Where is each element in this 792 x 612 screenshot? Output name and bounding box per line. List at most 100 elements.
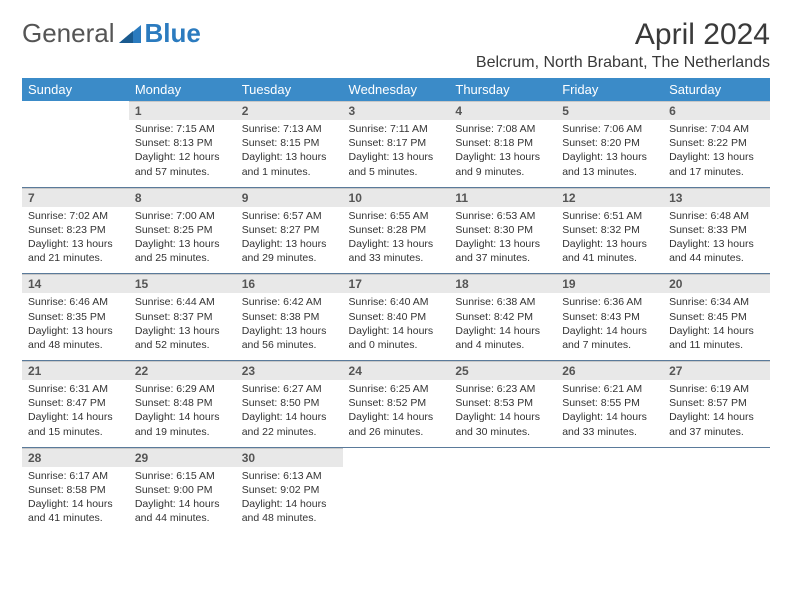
- weekday-header: Thursday: [449, 78, 556, 101]
- day-details: Sunrise: 6:53 AMSunset: 8:30 PMDaylight:…: [449, 207, 556, 274]
- day-number: 7: [22, 188, 129, 207]
- calendar-cell: ..: [556, 447, 663, 533]
- calendar-cell: 6Sunrise: 7:04 AMSunset: 8:22 PMDaylight…: [663, 101, 770, 187]
- day-number: 5: [556, 101, 663, 120]
- calendar-cell: ..: [343, 447, 450, 533]
- calendar-cell: 18Sunrise: 6:38 AMSunset: 8:42 PMDayligh…: [449, 274, 556, 361]
- brand-triangle-icon: [119, 25, 141, 43]
- calendar-cell: 9Sunrise: 6:57 AMSunset: 8:27 PMDaylight…: [236, 187, 343, 274]
- day-details: Sunrise: 6:44 AMSunset: 8:37 PMDaylight:…: [129, 293, 236, 360]
- calendar-row: 28Sunrise: 6:17 AMSunset: 8:58 PMDayligh…: [22, 447, 770, 533]
- calendar-row: 14Sunrise: 6:46 AMSunset: 8:35 PMDayligh…: [22, 274, 770, 361]
- calendar-cell: ..: [663, 447, 770, 533]
- calendar-cell: 16Sunrise: 6:42 AMSunset: 8:38 PMDayligh…: [236, 274, 343, 361]
- day-number: 21: [22, 361, 129, 380]
- calendar-cell: 8Sunrise: 7:00 AMSunset: 8:25 PMDaylight…: [129, 187, 236, 274]
- day-details: Sunrise: 6:36 AMSunset: 8:43 PMDaylight:…: [556, 293, 663, 360]
- weekday-header-row: Sunday Monday Tuesday Wednesday Thursday…: [22, 78, 770, 101]
- weekday-header: Tuesday: [236, 78, 343, 101]
- day-number: 19: [556, 274, 663, 293]
- calendar-cell: 12Sunrise: 6:51 AMSunset: 8:32 PMDayligh…: [556, 187, 663, 274]
- day-details: Sunrise: 7:13 AMSunset: 8:15 PMDaylight:…: [236, 120, 343, 187]
- calendar-cell: 1Sunrise: 7:15 AMSunset: 8:13 PMDaylight…: [129, 101, 236, 187]
- day-number: 11: [449, 188, 556, 207]
- day-number: 23: [236, 361, 343, 380]
- calendar-row: 7Sunrise: 7:02 AMSunset: 8:23 PMDaylight…: [22, 187, 770, 274]
- day-details: Sunrise: 6:34 AMSunset: 8:45 PMDaylight:…: [663, 293, 770, 360]
- day-details: Sunrise: 6:25 AMSunset: 8:52 PMDaylight:…: [343, 380, 450, 447]
- day-number: 16: [236, 274, 343, 293]
- weekday-header: Wednesday: [343, 78, 450, 101]
- calendar-cell: 3Sunrise: 7:11 AMSunset: 8:17 PMDaylight…: [343, 101, 450, 187]
- day-number: 28: [22, 448, 129, 467]
- day-details: Sunrise: 6:27 AMSunset: 8:50 PMDaylight:…: [236, 380, 343, 447]
- calendar-cell: 21Sunrise: 6:31 AMSunset: 8:47 PMDayligh…: [22, 361, 129, 448]
- day-number: 15: [129, 274, 236, 293]
- calendar-cell: ..: [22, 101, 129, 187]
- day-number: 4: [449, 101, 556, 120]
- calendar-cell: 24Sunrise: 6:25 AMSunset: 8:52 PMDayligh…: [343, 361, 450, 448]
- day-number: 13: [663, 188, 770, 207]
- calendar-cell: 15Sunrise: 6:44 AMSunset: 8:37 PMDayligh…: [129, 274, 236, 361]
- day-details: Sunrise: 6:42 AMSunset: 8:38 PMDaylight:…: [236, 293, 343, 360]
- calendar-body: ..1Sunrise: 7:15 AMSunset: 8:13 PMDaylig…: [22, 101, 770, 533]
- calendar-cell: 19Sunrise: 6:36 AMSunset: 8:43 PMDayligh…: [556, 274, 663, 361]
- calendar-cell: 29Sunrise: 6:15 AMSunset: 9:00 PMDayligh…: [129, 447, 236, 533]
- page-header: General Blue April 2024 Belcrum, North B…: [22, 18, 770, 72]
- day-details: Sunrise: 7:06 AMSunset: 8:20 PMDaylight:…: [556, 120, 663, 187]
- calendar-cell: 23Sunrise: 6:27 AMSunset: 8:50 PMDayligh…: [236, 361, 343, 448]
- day-number: 2: [236, 101, 343, 120]
- day-number: 17: [343, 274, 450, 293]
- day-number: 6: [663, 101, 770, 120]
- calendar-cell: 10Sunrise: 6:55 AMSunset: 8:28 PMDayligh…: [343, 187, 450, 274]
- day-details: Sunrise: 7:00 AMSunset: 8:25 PMDaylight:…: [129, 207, 236, 274]
- title-block: April 2024 Belcrum, North Brabant, The N…: [476, 18, 770, 72]
- day-details: Sunrise: 6:31 AMSunset: 8:47 PMDaylight:…: [22, 380, 129, 447]
- calendar-cell: 14Sunrise: 6:46 AMSunset: 8:35 PMDayligh…: [22, 274, 129, 361]
- month-title: April 2024: [476, 18, 770, 52]
- calendar-cell: 26Sunrise: 6:21 AMSunset: 8:55 PMDayligh…: [556, 361, 663, 448]
- day-number: 25: [449, 361, 556, 380]
- day-details: Sunrise: 7:08 AMSunset: 8:18 PMDaylight:…: [449, 120, 556, 187]
- day-details: Sunrise: 6:40 AMSunset: 8:40 PMDaylight:…: [343, 293, 450, 360]
- day-details: Sunrise: 7:04 AMSunset: 8:22 PMDaylight:…: [663, 120, 770, 187]
- day-details: Sunrise: 6:51 AMSunset: 8:32 PMDaylight:…: [556, 207, 663, 274]
- calendar-cell: 30Sunrise: 6:13 AMSunset: 9:02 PMDayligh…: [236, 447, 343, 533]
- day-number: 14: [22, 274, 129, 293]
- calendar-cell: 20Sunrise: 6:34 AMSunset: 8:45 PMDayligh…: [663, 274, 770, 361]
- location-subtitle: Belcrum, North Brabant, The Netherlands: [476, 54, 770, 72]
- weekday-header: Monday: [129, 78, 236, 101]
- day-details: Sunrise: 7:15 AMSunset: 8:13 PMDaylight:…: [129, 120, 236, 187]
- day-details: Sunrise: 7:11 AMSunset: 8:17 PMDaylight:…: [343, 120, 450, 187]
- calendar-cell: 7Sunrise: 7:02 AMSunset: 8:23 PMDaylight…: [22, 187, 129, 274]
- day-number: 12: [556, 188, 663, 207]
- day-details: Sunrise: 6:48 AMSunset: 8:33 PMDaylight:…: [663, 207, 770, 274]
- calendar-cell: 11Sunrise: 6:53 AMSunset: 8:30 PMDayligh…: [449, 187, 556, 274]
- calendar-row: ..1Sunrise: 7:15 AMSunset: 8:13 PMDaylig…: [22, 101, 770, 187]
- day-number: 1: [129, 101, 236, 120]
- calendar-table: Sunday Monday Tuesday Wednesday Thursday…: [22, 78, 770, 533]
- day-number: 3: [343, 101, 450, 120]
- day-number: 24: [343, 361, 450, 380]
- day-details: Sunrise: 7:02 AMSunset: 8:23 PMDaylight:…: [22, 207, 129, 274]
- calendar-cell: 4Sunrise: 7:08 AMSunset: 8:18 PMDaylight…: [449, 101, 556, 187]
- day-number: 29: [129, 448, 236, 467]
- calendar-cell: 13Sunrise: 6:48 AMSunset: 8:33 PMDayligh…: [663, 187, 770, 274]
- day-details: Sunrise: 6:23 AMSunset: 8:53 PMDaylight:…: [449, 380, 556, 447]
- day-number: 18: [449, 274, 556, 293]
- day-details: Sunrise: 6:17 AMSunset: 8:58 PMDaylight:…: [22, 467, 129, 534]
- day-number: 8: [129, 188, 236, 207]
- brand-left: General: [22, 18, 115, 49]
- day-number: 9: [236, 188, 343, 207]
- brand-right: Blue: [145, 18, 201, 49]
- weekday-header: Sunday: [22, 78, 129, 101]
- day-details: Sunrise: 6:15 AMSunset: 9:00 PMDaylight:…: [129, 467, 236, 534]
- calendar-cell: 2Sunrise: 7:13 AMSunset: 8:15 PMDaylight…: [236, 101, 343, 187]
- weekday-header: Saturday: [663, 78, 770, 101]
- day-details: Sunrise: 6:21 AMSunset: 8:55 PMDaylight:…: [556, 380, 663, 447]
- day-details: Sunrise: 6:57 AMSunset: 8:27 PMDaylight:…: [236, 207, 343, 274]
- calendar-cell: ..: [449, 447, 556, 533]
- day-details: Sunrise: 6:13 AMSunset: 9:02 PMDaylight:…: [236, 467, 343, 534]
- day-number: 27: [663, 361, 770, 380]
- calendar-row: 21Sunrise: 6:31 AMSunset: 8:47 PMDayligh…: [22, 361, 770, 448]
